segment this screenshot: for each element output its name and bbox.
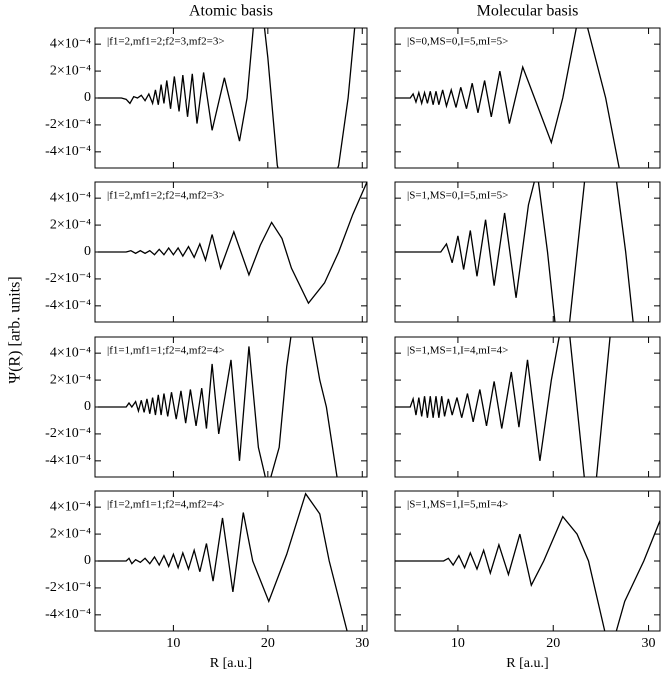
y-tick-label: 4×10⁻⁴ <box>50 499 91 514</box>
curve <box>395 337 611 477</box>
y-tick-label: 0 <box>84 553 91 568</box>
y-tick-label: 0 <box>84 244 91 259</box>
y-tick-label: 4×10⁻⁴ <box>50 345 91 360</box>
y-axis-label: Ψ(R) [arb. units] <box>7 276 24 383</box>
y-tick-label: 2×10⁻⁴ <box>50 526 91 541</box>
state-label: |S=1,MS=1,I=5,mI=4> <box>407 499 508 511</box>
state-label: |f1=2,mf1=2;f2=4,mf2=3> <box>107 190 225 202</box>
y-tick-label: -4×10⁻⁴ <box>45 144 91 159</box>
y-tick-label: -4×10⁻⁴ <box>45 298 91 313</box>
y-tick-label: -4×10⁻⁴ <box>45 453 91 468</box>
y-tick-label: 2×10⁻⁴ <box>50 217 91 232</box>
column-title: Atomic basis <box>189 3 273 20</box>
x-tick-label: 10 <box>451 636 465 651</box>
x-tick-label: 20 <box>261 636 275 651</box>
x-tick-label: 20 <box>546 636 560 651</box>
y-tick-label: 4×10⁻⁴ <box>50 190 91 205</box>
state-label: |f1=1,mf1=1;f2=4,mf2=4> <box>107 345 225 357</box>
state-label: |S=1,MS=1,I=4,mI=4> <box>407 345 508 357</box>
curve <box>97 182 367 305</box>
curve <box>395 182 634 322</box>
state-label: |S=1,MS=0,I=5,mI=5> <box>407 190 508 202</box>
y-tick-label: -2×10⁻⁴ <box>45 426 91 441</box>
x-axis-label: R [a.u.] <box>210 656 252 671</box>
y-tick-label: -2×10⁻⁴ <box>45 580 91 595</box>
y-tick-label: 0 <box>84 399 91 414</box>
panel-frame <box>94 490 368 632</box>
curve <box>97 492 348 631</box>
y-tick-label: 4×10⁻⁴ <box>50 36 91 51</box>
x-tick-label: 10 <box>166 636 180 651</box>
y-tick-label: -4×10⁻⁴ <box>45 607 91 622</box>
column-title: Molecular basis <box>477 3 579 20</box>
curve <box>395 28 620 168</box>
curve <box>97 337 338 477</box>
x-axis-label: R [a.u.] <box>506 656 548 671</box>
x-tick-label: 30 <box>642 636 656 651</box>
curve <box>97 28 356 168</box>
state-label: |f1=2,mf1=1;f2=4,mf2=4> <box>107 499 225 511</box>
state-label: |S=0,MS=0,I=5,mI=5> <box>407 36 508 48</box>
y-tick-label: 0 <box>84 90 91 105</box>
curve <box>395 515 660 631</box>
panel-frame <box>94 181 368 323</box>
state-label: |f1=2,mf1=2;f2=3,mf2=3> <box>107 36 225 48</box>
y-tick-label: 2×10⁻⁴ <box>50 372 91 387</box>
y-tick-label: 2×10⁻⁴ <box>50 63 91 78</box>
y-tick-label: -2×10⁻⁴ <box>45 271 91 286</box>
y-tick-label: -2×10⁻⁴ <box>45 117 91 132</box>
x-tick-label: 30 <box>355 636 369 651</box>
